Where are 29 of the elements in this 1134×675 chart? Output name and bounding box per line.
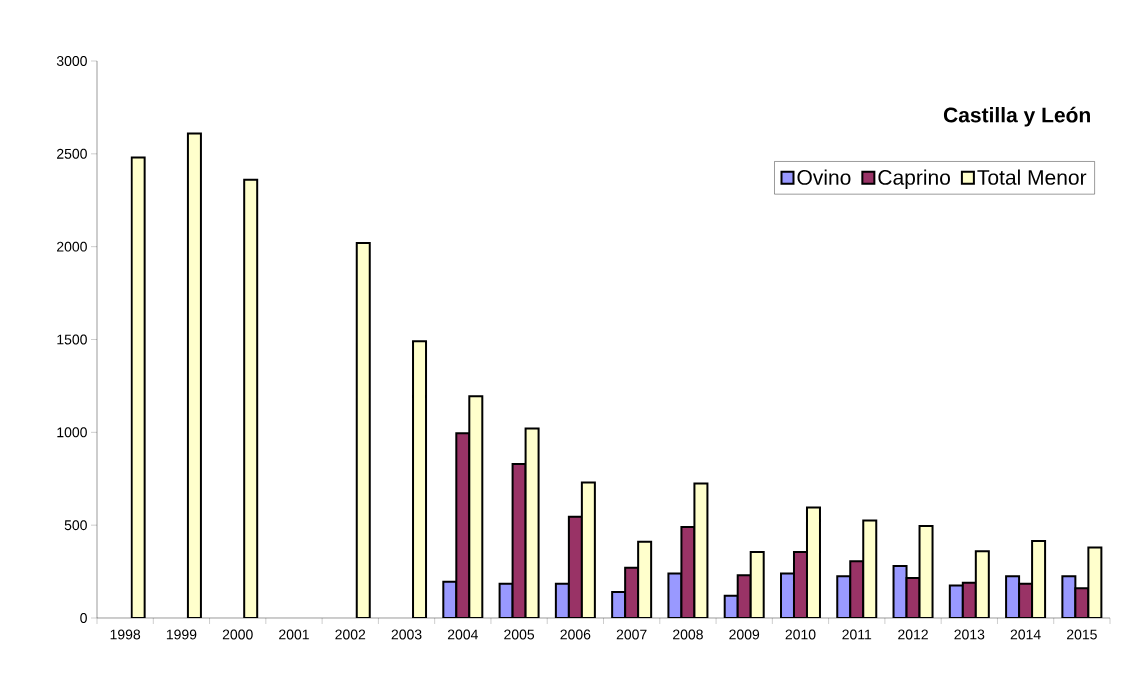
x-tick-label: 1999 xyxy=(166,629,197,640)
x-tick-label: 2000 xyxy=(222,629,253,640)
x-tick-label: 1998 xyxy=(110,629,141,640)
legend-label: Caprino xyxy=(878,169,950,190)
x-tick-label: 2008 xyxy=(673,629,703,640)
y-tick-label: 2000 xyxy=(57,241,87,252)
y-tick-label: 500 xyxy=(64,520,87,531)
y-tick-label: 1000 xyxy=(57,427,87,438)
x-tick-label: 2006 xyxy=(560,629,591,640)
x-tick-label: 2003 xyxy=(391,629,422,640)
x-tick-label: 2012 xyxy=(898,629,928,640)
legend-label: Ovino xyxy=(797,169,851,185)
x-tick-label: 2004 xyxy=(447,629,478,640)
x-tick-label: 2009 xyxy=(729,629,760,640)
x-tick-label: 2014 xyxy=(1010,629,1041,640)
x-tick-label: 2010 xyxy=(785,629,816,640)
x-tick-label: 2011 xyxy=(842,629,872,640)
x-tick-label: 2007 xyxy=(616,629,647,640)
legend-label: Total Menor xyxy=(977,169,1087,185)
y-tick-label: 2500 xyxy=(57,148,87,159)
y-tick-label: 0 xyxy=(80,613,87,623)
x-tick-label: 2005 xyxy=(504,629,535,640)
x-tick-label: 2013 xyxy=(954,629,985,640)
x-tick-label: 2001 xyxy=(279,629,309,640)
y-tick-label: 3000 xyxy=(56,56,87,66)
x-tick-label: 2015 xyxy=(1067,629,1097,640)
y-tick-label: 1500 xyxy=(57,334,87,345)
x-tick-label: 2002 xyxy=(335,629,366,640)
text: Castilla y León xyxy=(943,106,1090,127)
